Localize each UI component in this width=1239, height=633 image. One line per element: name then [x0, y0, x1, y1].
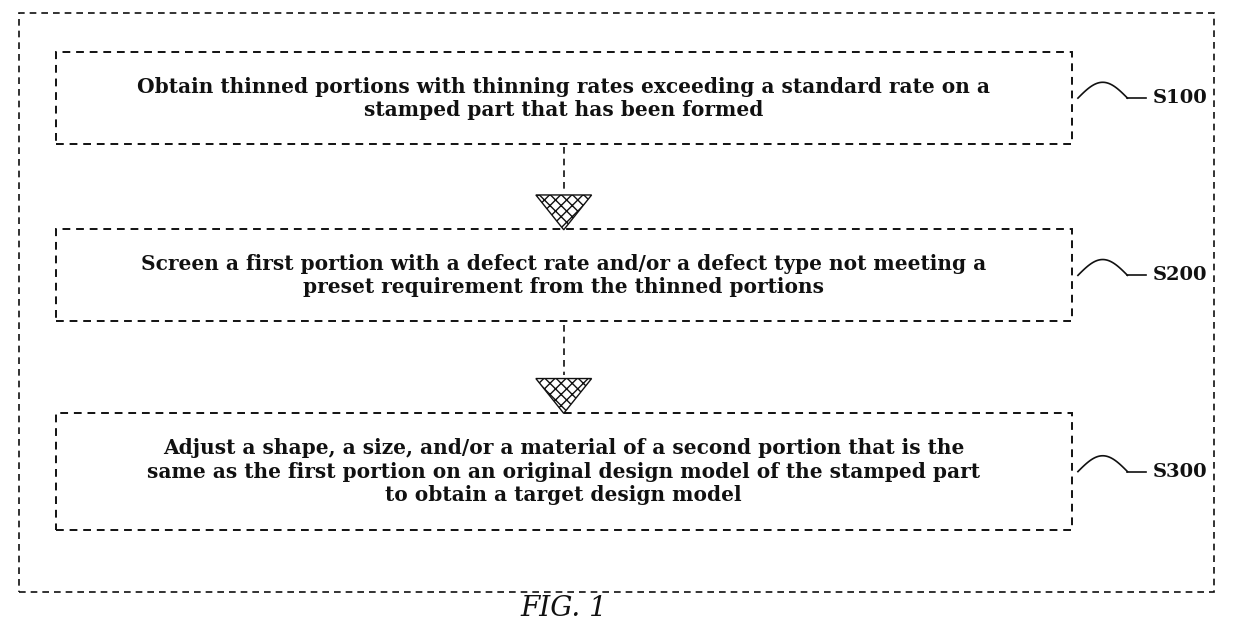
Text: S100: S100 — [1152, 89, 1207, 107]
Text: FIG. 1: FIG. 1 — [520, 596, 607, 622]
Text: Adjust a shape, a size, and/or a material of a second portion that is the
same a: Adjust a shape, a size, and/or a materia… — [147, 439, 980, 505]
Bar — [56, 413, 1072, 530]
Text: Screen a first portion with a defect rate and/or a defect type not meeting a
pre: Screen a first portion with a defect rat… — [141, 254, 986, 297]
Bar — [56, 230, 1072, 322]
Text: S300: S300 — [1152, 463, 1207, 480]
Bar — [56, 53, 1072, 144]
Text: S200: S200 — [1152, 266, 1207, 284]
Text: Obtain thinned portions with thinning rates exceeding a standard rate on a
stamp: Obtain thinned portions with thinning ra… — [138, 77, 990, 120]
